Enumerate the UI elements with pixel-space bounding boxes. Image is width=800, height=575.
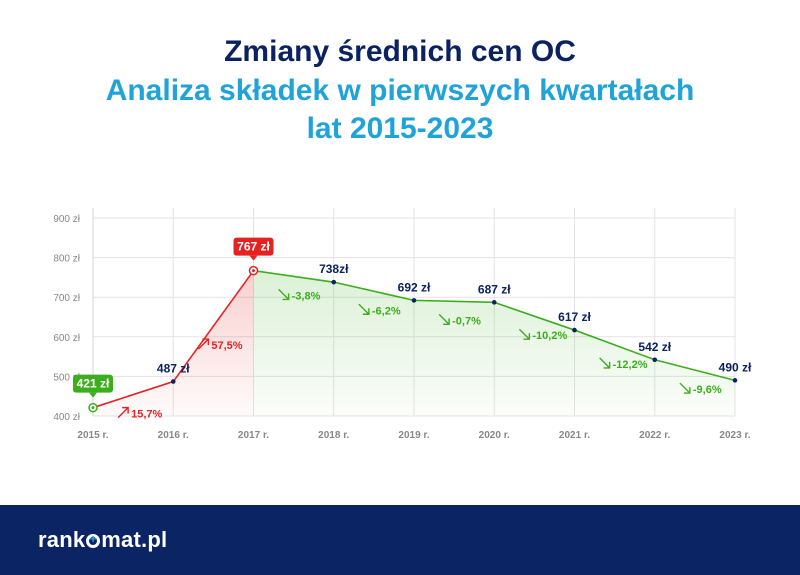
arrow-down-icon: [599, 357, 611, 369]
change-label: -6,2%: [372, 305, 401, 317]
area-fill-fall: [253, 270, 735, 416]
y-tick-label: 800 zł: [53, 254, 80, 265]
data-point: [331, 279, 337, 285]
data-point: [491, 300, 497, 305]
x-tick-label: 2020 r.: [479, 430, 510, 441]
x-tick-label: 2016 r.: [158, 430, 189, 441]
change-label: -9,6%: [693, 384, 722, 396]
arrow-down-icon: [679, 382, 691, 394]
value-label: 692 zł: [398, 280, 431, 294]
arrow-down-icon: [278, 288, 290, 301]
data-point: [732, 378, 738, 383]
value-label: 487 zł: [157, 362, 190, 376]
arrow-up-icon: [197, 338, 210, 350]
y-tick-label: 400 zł: [53, 412, 80, 423]
value-label: 490 zł: [719, 360, 752, 374]
chart-subtitle-line1: Analiza składek w pierwszych kwartałach: [105, 74, 695, 107]
change-label: -0,7%: [452, 315, 481, 327]
area-fill-rise: [93, 270, 254, 416]
change-label: 15,7%: [131, 409, 162, 421]
change-label: -12,2%: [613, 359, 648, 371]
change-label: -3,8%: [292, 290, 321, 302]
y-tick-label: 700 zł: [53, 293, 80, 304]
logo-o-icon: [86, 532, 101, 548]
data-point: [411, 298, 417, 303]
value-label: 738zł: [319, 262, 349, 276]
line-chart: 400 zł 500 zł 600 zł 700 zł 800 zł 900 zł 2015…: [53, 208, 752, 441]
rankomat-logo: rankmat.pl: [38, 527, 167, 553]
value-label-badge-pointer: [89, 392, 97, 398]
value-label-badge-pointer: [249, 255, 258, 261]
arrow-up-icon: [117, 406, 129, 419]
data-point: [652, 357, 658, 363]
data-point: [572, 327, 577, 333]
x-tick-label: 2017 r.: [238, 430, 269, 441]
x-tick-label: 2015 r.: [77, 430, 108, 441]
value-label: 767 zł: [237, 240, 270, 254]
value-label: 617 zł: [558, 310, 591, 324]
data-point: [170, 379, 176, 384]
chart-subtitle-line2: lat 2015-2023: [306, 112, 494, 145]
x-tick-label: 2019 r.: [398, 430, 429, 441]
x-tick-label: 2018 r.: [318, 430, 349, 441]
y-tick-label: 900 zł: [53, 214, 80, 225]
arrow-down-icon: [358, 303, 370, 315]
x-tick-label: 2023 r.: [719, 430, 750, 441]
data-point-center: [252, 269, 255, 273]
chart-title-block: Zmiany średnich cen OC Analiza składek w…: [0, 32, 800, 148]
value-label-badge: [73, 374, 113, 393]
value-label-badge: [233, 237, 274, 256]
value-label: 687 zł: [478, 282, 511, 296]
arrow-down-icon: [518, 328, 531, 340]
x-tick-label: 2022 r.: [639, 430, 670, 441]
change-label: 57,5%: [211, 340, 242, 352]
change-label: -10,2%: [532, 330, 567, 342]
value-label: 421 zł: [77, 377, 110, 391]
y-tick-label: 600 zł: [53, 333, 80, 344]
data-point-center: [91, 406, 95, 410]
x-tick-label: 2021 r.: [559, 430, 590, 441]
y-tick-label: 500 zł: [53, 372, 80, 383]
chart-title: Zmiany średnich cen OC: [224, 35, 576, 68]
arrow-down-icon: [438, 313, 450, 326]
footer-bar: rankmat.pl: [0, 505, 800, 575]
value-label: 542 zł: [638, 340, 671, 354]
